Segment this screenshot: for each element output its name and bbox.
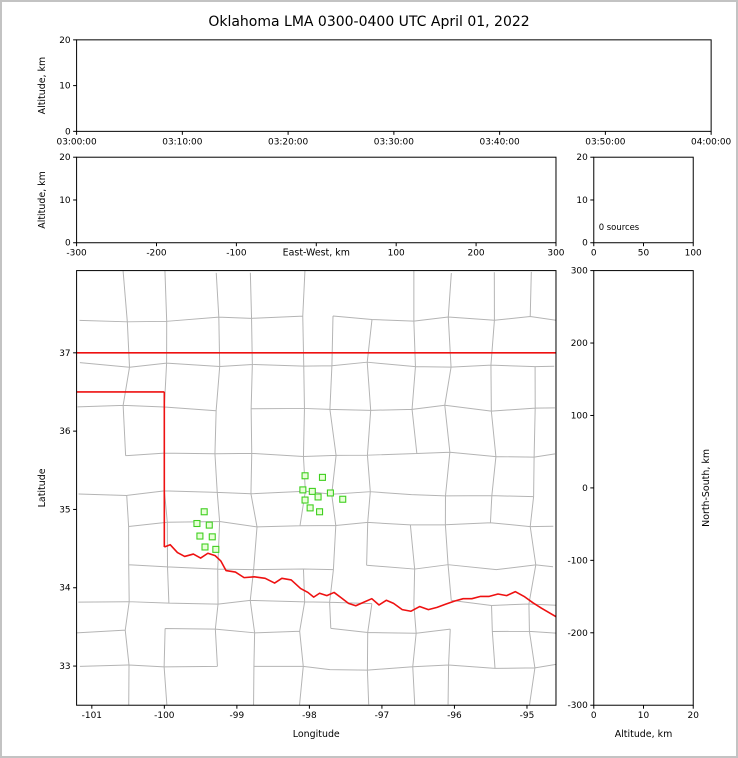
x-axis-label: East-West, km	[283, 248, 350, 259]
panel-alt-histogram: 0 50 100 0 10 20 0 sources	[576, 153, 702, 258]
x-tick-label: -100	[226, 249, 247, 259]
panel-northsouth-vs-alt: 0 10 20 -300 -200 -100 0 100 200 300 Altitude, km N…	[568, 267, 713, 740]
y-tick-label: 200	[571, 339, 588, 349]
y-tick-label: 37	[59, 349, 70, 359]
x-tick-label: 300	[547, 249, 564, 259]
x-tick-label: 04:00:00	[691, 137, 731, 147]
x-tick-label: -97	[375, 711, 390, 721]
x-tick-label: -99	[230, 711, 245, 721]
y-tick-label: -200	[568, 629, 589, 639]
station-marker	[201, 543, 209, 551]
y-tick-label: 0	[65, 127, 71, 137]
x-tick-label: -101	[82, 711, 102, 721]
x-tick-label: 03:40:00	[480, 137, 520, 147]
y-tick-label: 0	[582, 239, 588, 249]
y-tick-label: 20	[576, 153, 588, 163]
y-tick-label: 20	[59, 153, 71, 163]
station-marker	[339, 495, 347, 503]
y-tick-label: 300	[571, 267, 588, 277]
state-border	[76, 352, 556, 618]
x-tick-label: -100	[154, 711, 175, 721]
y-tick-label: 100	[571, 411, 588, 421]
y-tick-label: 33	[59, 662, 70, 672]
x-tick-label: 10	[638, 711, 650, 721]
y-tick-label: -300	[568, 701, 589, 711]
y-axis-label: North-South, km	[701, 449, 712, 527]
y-tick-label: 20	[59, 36, 71, 46]
x-tick-label: 50	[638, 249, 650, 259]
y-tick-label: 10	[59, 82, 71, 92]
y-axis-label: Altitude, km	[37, 171, 48, 229]
x-tick-label: -200	[146, 249, 167, 259]
x-tick-label: 03:50:00	[585, 137, 625, 147]
panel-alt-vs-time: 03:00:00 03:10:00 03:20:00 03:30:00 03:40:00…	[37, 36, 732, 147]
x-tick-label: 03:20:00	[268, 137, 308, 147]
station-marker	[306, 504, 314, 512]
x-axis-label: Altitude, km	[615, 729, 673, 740]
y-tick-label: 10	[576, 196, 588, 206]
panel-frame	[76, 156, 557, 244]
x-tick-label: 200	[468, 249, 485, 259]
station-marker	[196, 532, 204, 540]
station-marker	[299, 486, 307, 494]
y-tick-label: 10	[59, 196, 71, 206]
figure-title: Oklahoma LMA 0300-0400 UTC April 01, 202…	[208, 14, 530, 30]
panel-alt-vs-eastwest: -300 -200 -100 100 200 300 0 10 20 East-West, km A…	[37, 153, 565, 258]
station-marker	[326, 489, 334, 497]
x-tick-label: -96	[447, 711, 462, 721]
y-tick-label: 34	[59, 584, 71, 594]
county-boundaries	[76, 270, 556, 706]
x-tick-label: 0	[591, 249, 597, 259]
station-marker	[301, 472, 309, 480]
station-marker	[314, 493, 322, 501]
y-tick-label: 35	[59, 505, 70, 515]
station-marker	[205, 521, 213, 529]
x-axis-label: Longitude	[293, 729, 340, 740]
station-marker	[316, 508, 324, 516]
station-marker	[301, 496, 309, 504]
panel-frame	[593, 270, 694, 706]
panel-frame	[76, 270, 557, 706]
x-tick-label: 03:00:00	[57, 137, 97, 147]
station-marker	[308, 487, 316, 495]
y-tick-label: 0	[65, 239, 71, 249]
y-tick-label: -100	[568, 556, 589, 566]
y-axis-label: Altitude, km	[37, 57, 48, 115]
panel-plan-view-map: -101 -100 -99 -98 -97 -96 -95 33 34 35 36 37 Longitu…	[37, 270, 557, 740]
station-marker	[208, 533, 216, 541]
station-marker	[318, 473, 326, 481]
x-tick-label: 100	[388, 249, 405, 259]
sources-count-annotation: 0 sources	[599, 222, 639, 232]
x-tick-label: -95	[520, 711, 535, 721]
y-tick-label: 36	[59, 427, 71, 437]
station-marker	[212, 545, 220, 553]
x-tick-label: 20	[688, 711, 700, 721]
x-tick-label: 03:30:00	[374, 137, 414, 147]
y-tick-label: 0	[582, 484, 588, 494]
x-tick-label: 0	[591, 711, 597, 721]
x-tick-label: -300	[66, 249, 87, 259]
x-tick-label: -98	[302, 711, 317, 721]
x-tick-label: 03:10:00	[162, 137, 202, 147]
panel-frame	[76, 39, 712, 132]
station-marker	[200, 508, 208, 516]
y-axis-label: Latitude	[37, 468, 48, 507]
station-marker	[193, 519, 201, 528]
map-layers	[76, 270, 556, 706]
x-tick-label: 100	[685, 249, 702, 259]
